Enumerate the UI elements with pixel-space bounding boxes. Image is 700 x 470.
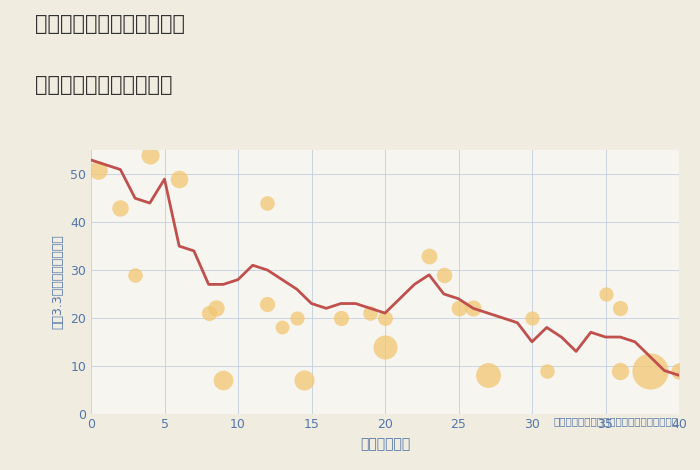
X-axis label: 築年数（年）: 築年数（年） [360, 437, 410, 451]
Point [644, 367, 655, 374]
Point [218, 376, 229, 384]
Point [379, 343, 391, 350]
Point [144, 151, 155, 159]
Point [600, 290, 611, 298]
Point [262, 300, 273, 307]
Point [365, 309, 376, 317]
Point [541, 367, 552, 374]
Point [526, 314, 538, 321]
Point [298, 376, 309, 384]
Point [291, 314, 302, 321]
Point [379, 314, 391, 321]
Point [210, 305, 221, 312]
Point [262, 199, 273, 207]
Point [130, 271, 141, 279]
Point [276, 324, 288, 331]
Point [424, 252, 435, 259]
Point [115, 204, 126, 212]
Point [615, 305, 626, 312]
Point [203, 309, 214, 317]
Point [174, 175, 185, 183]
Point [468, 305, 479, 312]
Point [453, 305, 464, 312]
Point [673, 367, 685, 374]
Text: 円の大きさは、取引のあった物件面積を示す: 円の大きさは、取引のあった物件面積を示す [554, 416, 679, 426]
Text: 三重県度会郡玉城町中角の: 三重県度会郡玉城町中角の [35, 14, 185, 34]
Point [482, 372, 493, 379]
Point [615, 367, 626, 374]
Text: 築年数別中古戸建て価格: 築年数別中古戸建て価格 [35, 75, 172, 95]
Point [438, 271, 449, 279]
Point [335, 314, 346, 321]
Point [92, 166, 104, 173]
Y-axis label: 坪（3.3㎡）単価（万円）: 坪（3.3㎡）単価（万円） [52, 235, 64, 329]
